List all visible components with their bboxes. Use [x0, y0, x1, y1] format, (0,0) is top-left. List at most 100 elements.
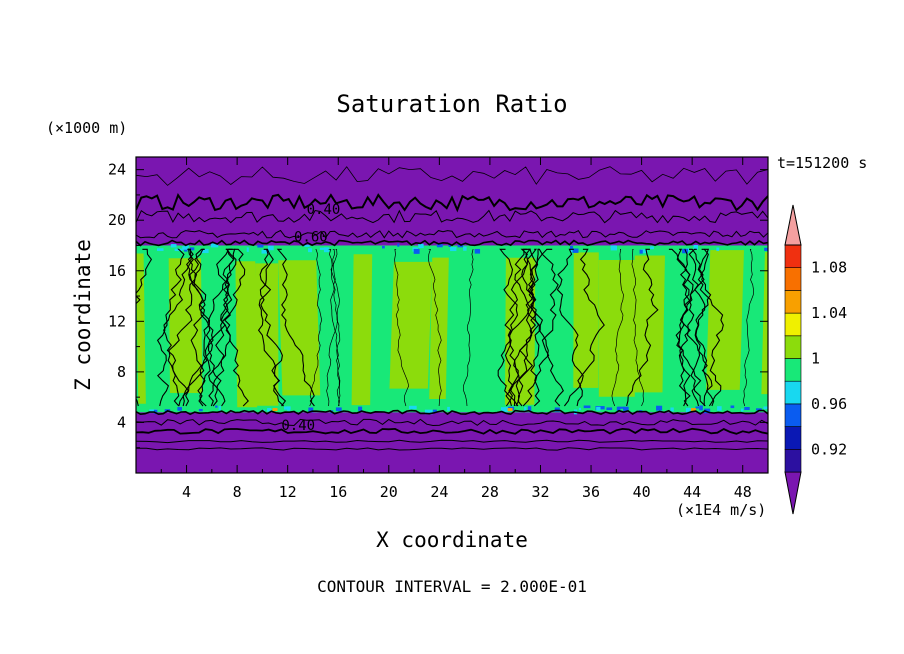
- fringe-cell: [527, 406, 532, 411]
- fringe-cell: [744, 406, 750, 411]
- fringe-cell: [210, 243, 219, 248]
- fringe-cell: [308, 248, 312, 253]
- moist-plume: [389, 261, 433, 389]
- fringe-cell: [397, 243, 400, 247]
- contour-line: [193, 248, 211, 407]
- y-tick-label: 12: [108, 312, 126, 330]
- supersat-cell: [272, 408, 278, 412]
- contour-line: [208, 248, 235, 407]
- x-tick-label: 40: [633, 483, 651, 501]
- x-tick-label: 36: [582, 483, 600, 501]
- fringe-cell: [323, 247, 330, 253]
- fringe-cell: [639, 249, 643, 254]
- y-tick-label: 8: [117, 363, 126, 381]
- fringe-cell: [335, 407, 342, 412]
- fringe-cell: [740, 408, 744, 412]
- fringe-cell: [319, 247, 325, 250]
- x-tick-label: 48: [734, 483, 752, 501]
- fringe-cell: [257, 244, 264, 248]
- fringe-cell: [432, 409, 437, 414]
- fringe-cell: [730, 405, 735, 409]
- moist-plume: [235, 261, 258, 408]
- fringe-cell: [682, 248, 688, 254]
- y-unit-label: (×1000 m): [46, 119, 127, 137]
- fringe-cell: [693, 244, 698, 250]
- x-tick-label: 12: [279, 483, 297, 501]
- moist-plume: [632, 255, 665, 393]
- fringe-cell: [189, 247, 195, 251]
- colorbar-over-triangle: [784, 204, 802, 246]
- contour-line: [556, 248, 584, 407]
- fringe-cell: [358, 406, 363, 411]
- fringe-cell: [670, 407, 674, 412]
- contour-line: [611, 248, 624, 407]
- contour-line: [676, 248, 715, 407]
- y-tick-label: 20: [108, 211, 126, 229]
- contour-line: [678, 248, 691, 407]
- colorbar-box: [784, 380, 802, 405]
- contour-line: [259, 248, 287, 407]
- contour-labels: 0.40 0.60 0.40: [281, 202, 340, 434]
- x-tick-label: 20: [380, 483, 398, 501]
- contour-line: [695, 248, 712, 407]
- contour-line: [631, 248, 644, 407]
- contour-label: 0.40: [281, 418, 315, 434]
- fringe-cell: [570, 249, 574, 253]
- fringe-cell: [717, 406, 722, 411]
- colorbar-label: 0.92: [811, 440, 847, 458]
- contour-line: [136, 248, 153, 407]
- colorbar-box: [784, 335, 802, 359]
- fringe-cell: [304, 244, 310, 247]
- fringe-cell: [201, 248, 209, 254]
- x-tick-label: 8: [233, 483, 242, 501]
- plot-frame: [135, 156, 769, 474]
- fringe-cell: [578, 407, 582, 411]
- colorbar-box: [784, 358, 802, 382]
- moist-plume: [278, 260, 321, 396]
- contour-line: [178, 248, 207, 407]
- x-tick-label: 4: [182, 483, 191, 501]
- contour-line: [136, 166, 768, 186]
- contour-line: [207, 248, 237, 407]
- contour-line: [328, 248, 341, 407]
- fringe-cell: [156, 248, 164, 252]
- x-tick-label: 32: [531, 483, 549, 501]
- contour-line: [136, 447, 768, 451]
- contour-line: [689, 248, 724, 407]
- contour-line: [212, 248, 246, 407]
- contour-line: [136, 409, 768, 416]
- colorbar-box: [784, 312, 802, 337]
- fringe-cell: [382, 245, 385, 249]
- fringe-cell: [699, 405, 703, 411]
- fringe-cell: [474, 248, 481, 254]
- fringe-cell: [218, 405, 221, 411]
- contour-line: [136, 418, 768, 427]
- contour-line: [515, 248, 553, 407]
- contour-line: [136, 229, 768, 239]
- fringe-cell: [524, 406, 527, 411]
- contour-line: [276, 248, 315, 407]
- fringe-cell: [246, 247, 249, 252]
- fringe-cell: [763, 406, 768, 410]
- fringe-cell: [267, 245, 274, 251]
- fringe-cell: [606, 407, 613, 411]
- fringe-cell: [610, 245, 617, 251]
- moist-plume: [706, 250, 744, 390]
- fringe-cell: [596, 406, 601, 411]
- fringe-cell: [640, 249, 648, 254]
- fringe-cell: [503, 408, 506, 413]
- contour-line: [510, 248, 537, 407]
- x-tick-label: 24: [430, 483, 448, 501]
- contour-label: 0.60: [294, 230, 328, 246]
- fringe-cell: [450, 247, 457, 252]
- footer-note: CONTOUR INTERVAL = 2.000E-01: [317, 577, 587, 596]
- fringe-cell: [170, 244, 177, 248]
- fringe-cell: [408, 405, 417, 410]
- fringe-cell: [448, 243, 451, 247]
- fringe-cell: [153, 409, 158, 414]
- fringe-cell: [617, 406, 625, 409]
- contour-line: [514, 248, 544, 407]
- colorbar-box: [784, 267, 802, 291]
- y-tick-label: 16: [108, 262, 126, 280]
